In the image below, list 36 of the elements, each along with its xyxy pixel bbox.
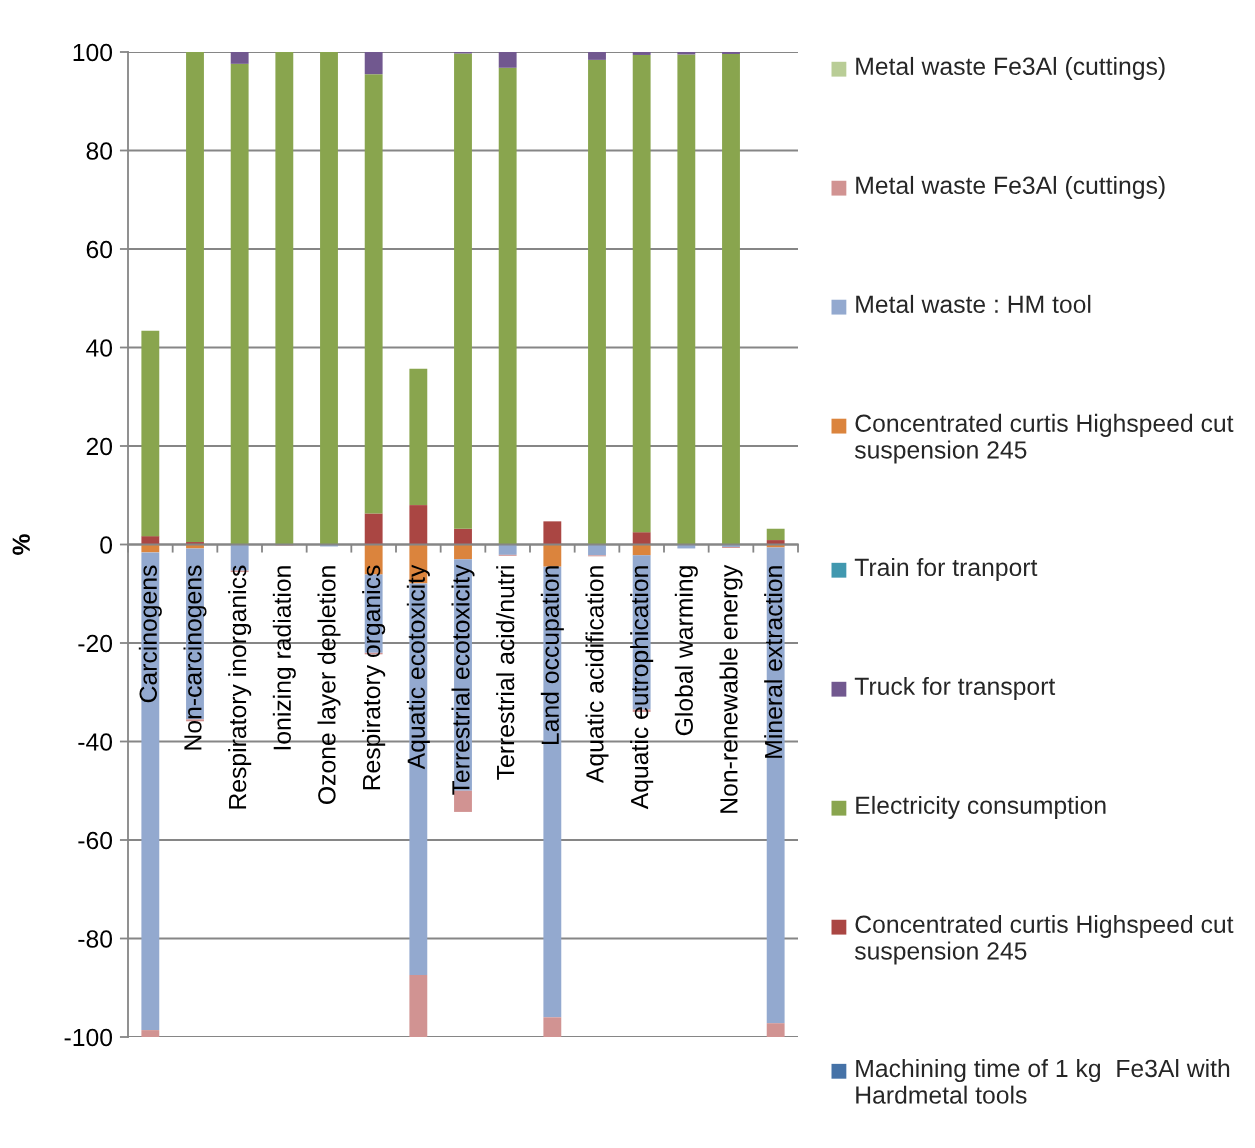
x-tick-label: Land occupation	[540, 566, 564, 745]
legend-label: Metal waste : HM tool	[856, 294, 1091, 314]
x-tick-label: Respiratory organics	[362, 565, 386, 790]
legend-label: Concentrated curtis Highspeed cut suspension 245	[854, 914, 1234, 965]
y-axis-title: %	[12, 534, 30, 555]
legend-label: Train for tranport	[854, 557, 1038, 582]
x-tick-label: Non-renewable energy	[719, 564, 743, 813]
legend-label: Metal waste Fe3Al (cuttings)	[856, 56, 1165, 80]
x-tick-label: Aquatic eutrophication	[630, 566, 654, 810]
y-tick-label: -60	[78, 831, 113, 850]
x-tick-label: Mineral extraction	[764, 566, 783, 758]
y-tick-label: -40	[78, 733, 113, 751]
y-tick-label: 60	[86, 240, 113, 259]
y-tick-label: 20	[86, 437, 113, 456]
x-tick-label: Ionizing radiation	[272, 566, 296, 750]
x-tick-label: Global warming	[674, 566, 698, 736]
legend-label: Concentrated curtis Highspeed cut suspension 245	[854, 413, 1234, 464]
y-tick-label: 0	[100, 536, 113, 554]
x-tick-label: Carcinogens	[138, 565, 162, 703]
legend-label: Electricity consumption	[856, 795, 1106, 819]
x-tick-label: Aquatic acidification	[585, 566, 609, 784]
legend-label: Machining time of 1 kg Fe3Al with Hardmetal tools	[856, 1059, 1230, 1104]
legend-label: Truck for transport	[854, 676, 1056, 700]
x-tick-label: Terrestrial acid/nutri	[496, 566, 515, 780]
y-tick-label: 80	[86, 142, 113, 160]
y-tick-label: 40	[86, 339, 113, 357]
x-tick-label: Aquatic ecotoxicity	[406, 564, 430, 770]
x-tick-label: Terrestrial ecotoxicity	[451, 564, 475, 795]
x-tick-label: Non-carcinogens	[183, 565, 207, 750]
x-tick-label: Respiratory inorganics	[228, 565, 252, 809]
x-tick-label: Ozone layer depletion	[317, 566, 341, 804]
y-tick-label: -80	[78, 930, 113, 948]
legend-label: Metal waste Fe3Al (cuttings)	[856, 175, 1165, 199]
y-tick-label: -100	[64, 1028, 113, 1047]
y-tick-label: 100	[73, 43, 113, 62]
y-tick-label: -20	[78, 634, 113, 653]
